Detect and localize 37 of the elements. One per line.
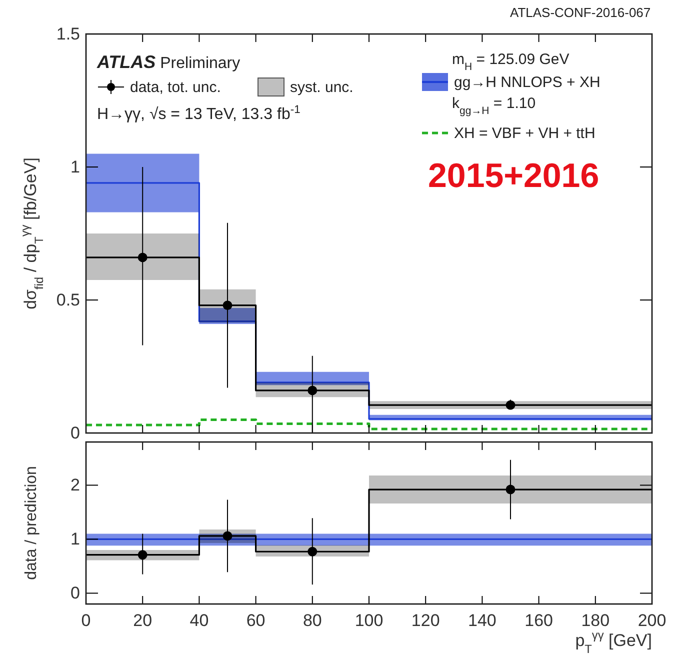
point <box>222 531 232 541</box>
point <box>138 252 148 262</box>
point <box>506 484 516 494</box>
y-tick-label: 1 <box>70 157 80 176</box>
x-tick-label: 140 <box>468 611 496 630</box>
text: ATLAS-CONF-2016-067 <box>510 5 651 20</box>
annotation: 2015+2016 <box>428 157 600 195</box>
legend-label: gg→H NNLOPS + XH <box>454 74 600 91</box>
legend-label: data, tot. unc. <box>130 79 221 96</box>
point <box>222 300 232 310</box>
x-tick-label: 60 <box>246 611 266 630</box>
annotation: ATLAS Preliminary <box>96 52 240 72</box>
point <box>138 550 148 560</box>
x-tick-label: 20 <box>133 611 152 630</box>
y-tick-label: 0 <box>70 423 80 442</box>
annotation: k$_{gg→H}$ = 1.10 <box>452 95 536 117</box>
annotation: m$_{H}$ = 125.09 GeV <box>452 51 570 73</box>
x-tick-label: 100 <box>354 611 384 630</box>
x-tick-label: 160 <box>524 611 553 630</box>
x-tick-label: 200 <box>638 611 666 630</box>
legend-label: XH = VBF + VH + ttH <box>454 125 596 142</box>
y-axis-title: data / prediction <box>23 466 40 580</box>
y-tick-label: 1 <box>70 530 80 549</box>
x-tick-label: 80 <box>302 611 322 630</box>
x-tick-label: 40 <box>190 611 209 630</box>
legend-label: syst. unc. <box>290 79 354 96</box>
x-tick-label: 180 <box>581 611 610 630</box>
y-tick-label: 0 <box>70 584 80 603</box>
point <box>506 400 516 410</box>
x-axis-title: p$_{T}$$^{γγ}$ [GeV] <box>575 628 652 654</box>
point <box>308 546 318 556</box>
y-tick-label: 1.5 <box>56 24 80 44</box>
y-tick-label: 0.5 <box>56 290 80 310</box>
x-tick-label: 120 <box>411 611 440 630</box>
annotation: H→γγ, √s = 13 TeV, 13.3 fb$^{-1}$ <box>97 104 300 123</box>
point <box>308 386 318 396</box>
y-tick-label: 2 <box>70 476 80 495</box>
